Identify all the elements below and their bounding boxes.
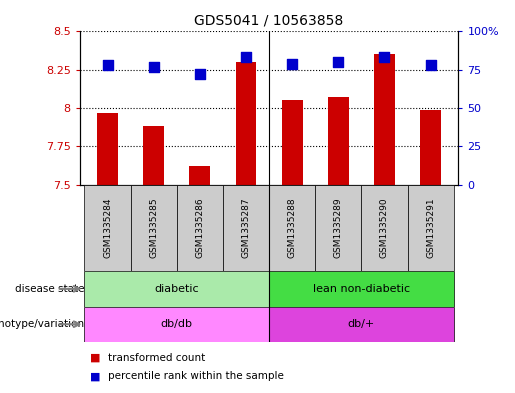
Bar	[328, 97, 349, 185]
Title: GDS5041 / 10563858: GDS5041 / 10563858	[195, 13, 344, 28]
Bar	[97, 113, 118, 185]
Text: lean non-diabetic: lean non-diabetic	[313, 284, 410, 294]
Bar	[177, 185, 223, 271]
Text: GSM1335290: GSM1335290	[380, 198, 389, 258]
Text: db/+: db/+	[348, 319, 375, 329]
Bar	[282, 100, 302, 185]
Bar	[269, 185, 315, 271]
Point	[242, 54, 250, 61]
Text: percentile rank within the sample: percentile rank within the sample	[108, 371, 284, 382]
Bar	[315, 185, 362, 271]
Bar	[407, 185, 454, 271]
Bar	[143, 127, 164, 185]
Point	[149, 64, 158, 70]
Point	[426, 62, 435, 68]
Text: ■: ■	[90, 371, 100, 382]
Bar	[420, 110, 441, 185]
Bar	[223, 185, 269, 271]
Bar	[236, 62, 256, 185]
Text: GSM1335287: GSM1335287	[242, 198, 250, 258]
Text: GSM1335286: GSM1335286	[195, 198, 204, 258]
Bar	[269, 307, 454, 342]
Bar	[131, 185, 177, 271]
Bar	[84, 271, 269, 307]
Text: disease state: disease state	[15, 284, 84, 294]
Point	[196, 71, 204, 77]
Text: genotype/variation: genotype/variation	[0, 319, 84, 329]
Point	[381, 54, 389, 61]
Bar	[362, 185, 407, 271]
Point	[334, 59, 342, 65]
Text: diabetic: diabetic	[154, 284, 199, 294]
Text: ■: ■	[90, 353, 100, 363]
Bar	[374, 54, 395, 185]
Text: GSM1335288: GSM1335288	[288, 198, 297, 258]
Text: GSM1335284: GSM1335284	[103, 198, 112, 258]
Bar	[269, 271, 454, 307]
Point	[288, 61, 296, 67]
Text: GSM1335289: GSM1335289	[334, 198, 343, 258]
Point	[104, 62, 112, 68]
Text: transformed count: transformed count	[108, 353, 205, 363]
Text: db/db: db/db	[161, 319, 193, 329]
Bar	[84, 307, 269, 342]
Bar	[190, 166, 210, 185]
Bar	[84, 185, 131, 271]
Text: GSM1335291: GSM1335291	[426, 198, 435, 258]
Text: GSM1335285: GSM1335285	[149, 198, 158, 258]
